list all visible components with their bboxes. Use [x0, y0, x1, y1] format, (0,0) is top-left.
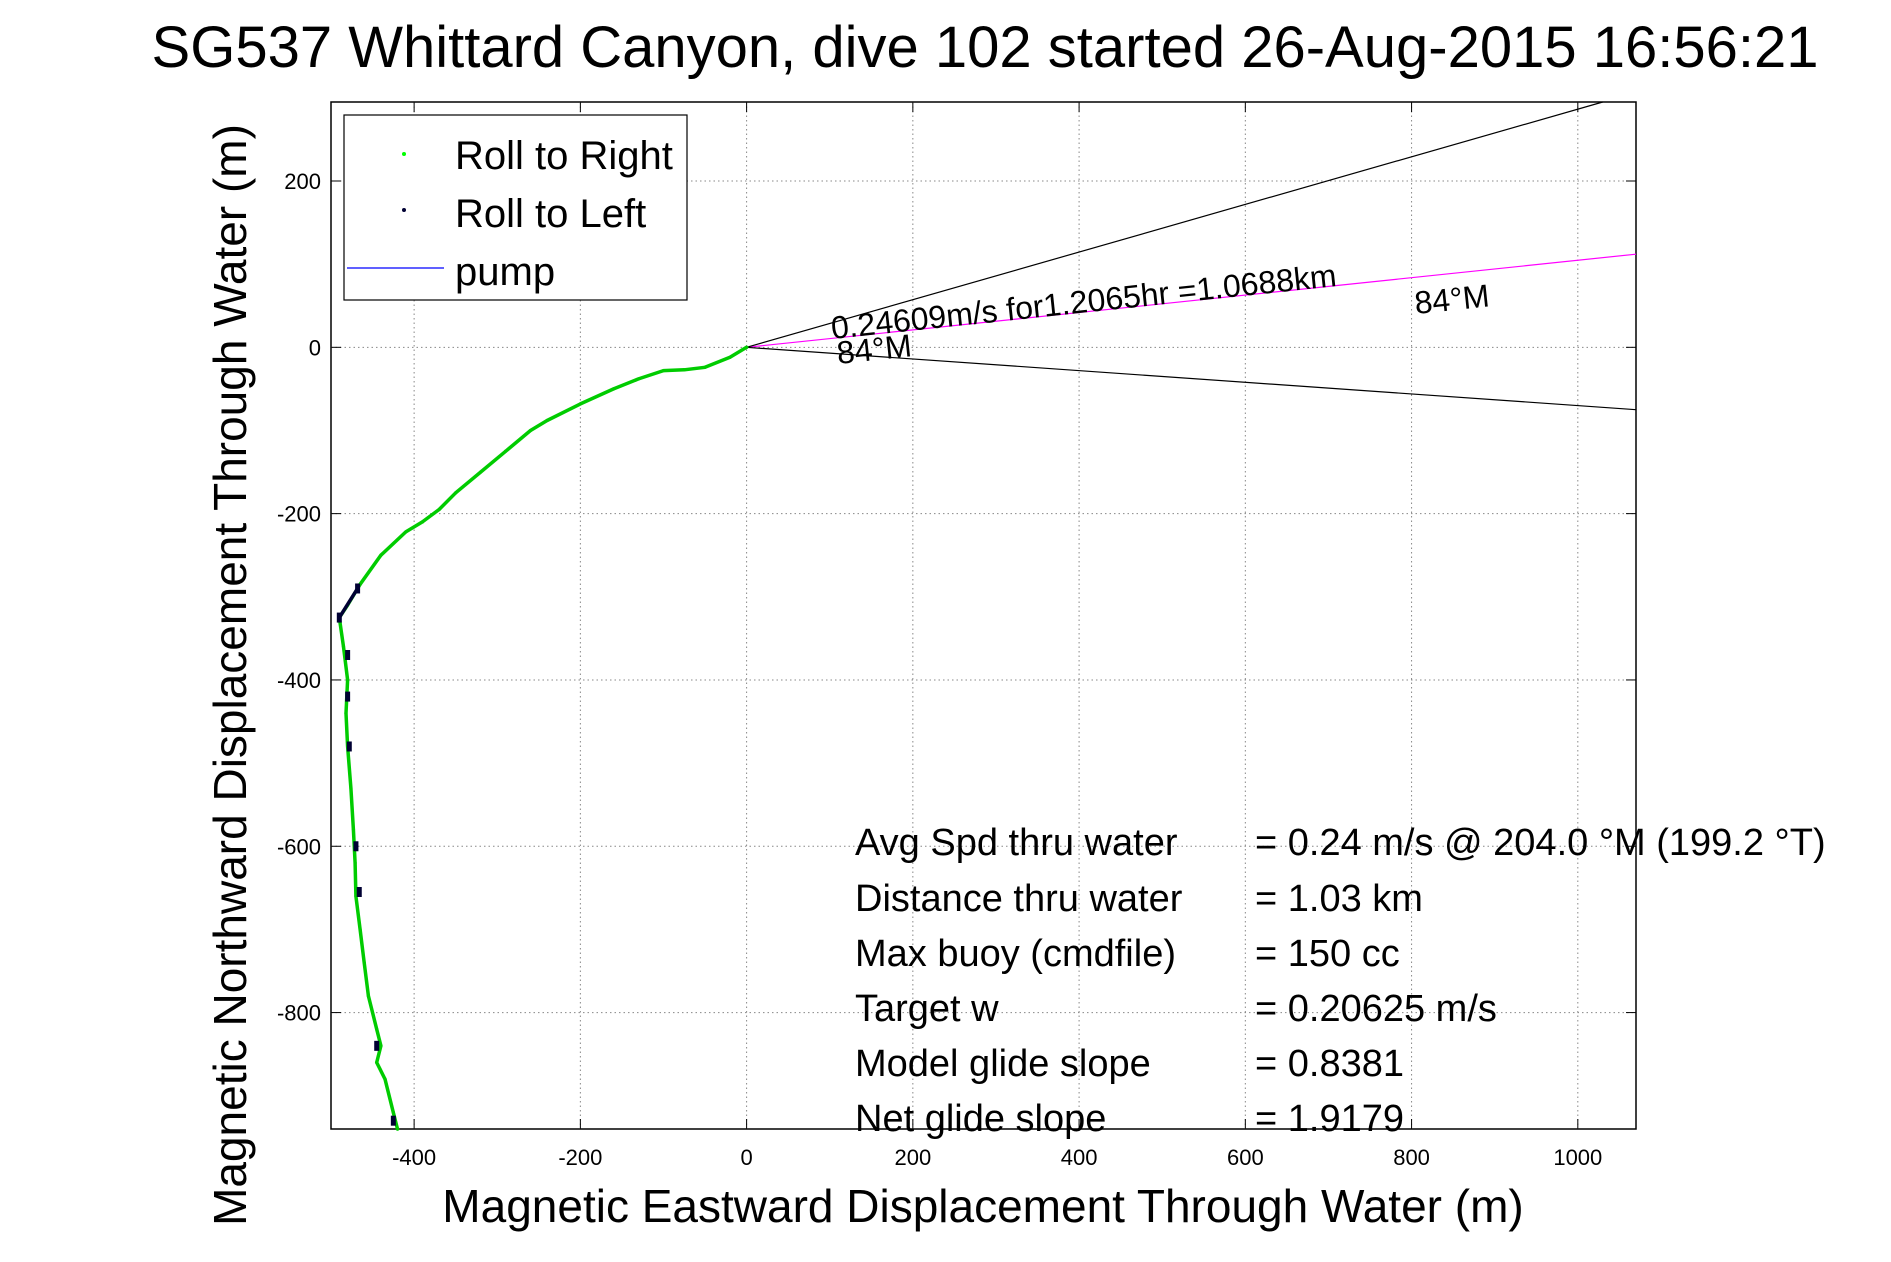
data-point-roll-right	[375, 1027, 379, 1031]
data-point-roll-left	[336, 612, 342, 623]
y-tick-label: -600	[277, 834, 321, 859]
x-tick-label: 400	[1061, 1145, 1098, 1170]
data-point-roll-right	[404, 530, 408, 534]
data-point-roll-right	[349, 786, 353, 790]
data-point-roll-right	[341, 645, 346, 649]
x-axis-label: Magnetic Eastward Displacement Through W…	[442, 1180, 1523, 1232]
stat-label: Target w	[855, 988, 999, 1030]
data-point-roll-right	[728, 355, 732, 359]
x-tick-label: -200	[558, 1145, 602, 1170]
stat-label: Avg Spd thru water	[855, 822, 1178, 864]
stat-label: Distance thru water	[855, 878, 1183, 920]
data-point-roll-left	[345, 650, 351, 660]
stat-label: Max buoy (cmdfile)	[855, 933, 1176, 975]
x-tick-label: 0	[740, 1145, 752, 1170]
data-point-roll-left	[356, 887, 362, 897]
legend-marker-roll-left	[402, 208, 406, 212]
data-point-roll-right	[344, 711, 348, 715]
data-point-roll-right	[503, 449, 508, 453]
x-tick-label: 600	[1227, 1145, 1264, 1170]
data-point-roll-right	[358, 927, 362, 932]
chart-title: SG537 Whittard Canyon, dive 102 started …	[152, 15, 1819, 80]
y-tick-label: -400	[277, 668, 321, 693]
data-point-roll-left	[345, 691, 351, 702]
roll-left-segment	[337, 586, 360, 620]
data-point-roll-right	[362, 961, 366, 965]
data-point-roll-right	[391, 1110, 395, 1114]
annotation-label: 84°M	[1413, 277, 1491, 321]
data-point-roll-left	[346, 741, 352, 752]
data-point-roll-right	[379, 553, 383, 557]
stat-value: = 1.9179	[1255, 1098, 1404, 1140]
data-point-roll-right	[636, 377, 641, 381]
y-tick-label: 200	[284, 169, 321, 194]
data-point-roll-right	[612, 387, 616, 391]
data-point-roll-right	[354, 894, 358, 898]
data-point-roll-right	[420, 520, 425, 524]
stat-value: = 0.8381	[1255, 1043, 1404, 1085]
legend: Roll to Right Roll to Left pump	[343, 114, 688, 301]
stat-value: = 0.24 m/s @ 204.0 °M (199.2 °T)	[1255, 822, 1826, 864]
x-tick-label: 200	[894, 1145, 931, 1170]
data-point-roll-right	[745, 345, 749, 349]
x-tick-label: 800	[1393, 1145, 1430, 1170]
stat-label: Net glide slope	[855, 1098, 1106, 1140]
stat-label: Model glide slope	[855, 1043, 1151, 1085]
data-point-roll-right	[366, 994, 371, 998]
data-point-roll-right	[351, 828, 356, 832]
annotation-label: 84°M	[835, 327, 913, 371]
x-tick-label: -400	[392, 1145, 436, 1170]
stat-value: = 0.20625 m/s	[1255, 988, 1497, 1030]
legend-box	[343, 114, 688, 301]
data-point-roll-right	[375, 1060, 379, 1065]
legend-label: pump	[455, 250, 555, 294]
data-point-roll-right	[578, 402, 582, 406]
reference-line	[746, 253, 1637, 348]
data-point-roll-right	[395, 1127, 400, 1131]
reference-line	[746, 346, 1637, 411]
y-tick-label: 0	[309, 335, 321, 360]
reference-lines	[746, 101, 1637, 411]
data-point-roll-right	[383, 1077, 387, 1081]
y-axis-label: Magnetic Northward Displacement Through …	[204, 124, 256, 1226]
data-point-roll-right	[437, 507, 441, 512]
x-tick-label: 1000	[1553, 1145, 1602, 1170]
data-point-roll-right	[379, 1044, 383, 1048]
data-point-roll-left	[353, 841, 359, 852]
data-point-roll-left	[390, 1115, 396, 1126]
data-point-roll-right	[661, 369, 666, 373]
legend-label: Roll to Right	[455, 134, 673, 178]
data-point-roll-right	[545, 418, 549, 423]
data-point-roll-right	[682, 368, 686, 372]
data-point-roll-left	[355, 583, 361, 594]
data-point-roll-right	[479, 470, 483, 474]
reference-line	[746, 101, 1603, 348]
y-tick-label: -200	[277, 502, 321, 527]
y-tick-label: -800	[277, 1001, 321, 1026]
stat-value: = 150 cc	[1255, 933, 1400, 975]
stats-block: Avg Spd thru water = 0.24 m/s @ 204.0 °M…	[855, 822, 1826, 1140]
data-point-roll-right	[346, 678, 350, 682]
data-point-roll-left	[374, 1040, 380, 1051]
legend-marker-roll-right	[402, 152, 406, 156]
data-point-roll-right	[353, 861, 357, 865]
data-point-roll-right	[703, 365, 707, 369]
axis-ticks: -400 -200 0 200 400 600 800 1000 200 0 -200 -400 -60…	[277, 102, 1636, 1170]
legend-label: Roll to Left	[455, 192, 646, 236]
data-point-roll-right	[528, 428, 533, 433]
series-group	[336, 345, 749, 1131]
stat-value: = 1.03 km	[1255, 878, 1423, 920]
data-point-roll-right	[454, 491, 458, 495]
